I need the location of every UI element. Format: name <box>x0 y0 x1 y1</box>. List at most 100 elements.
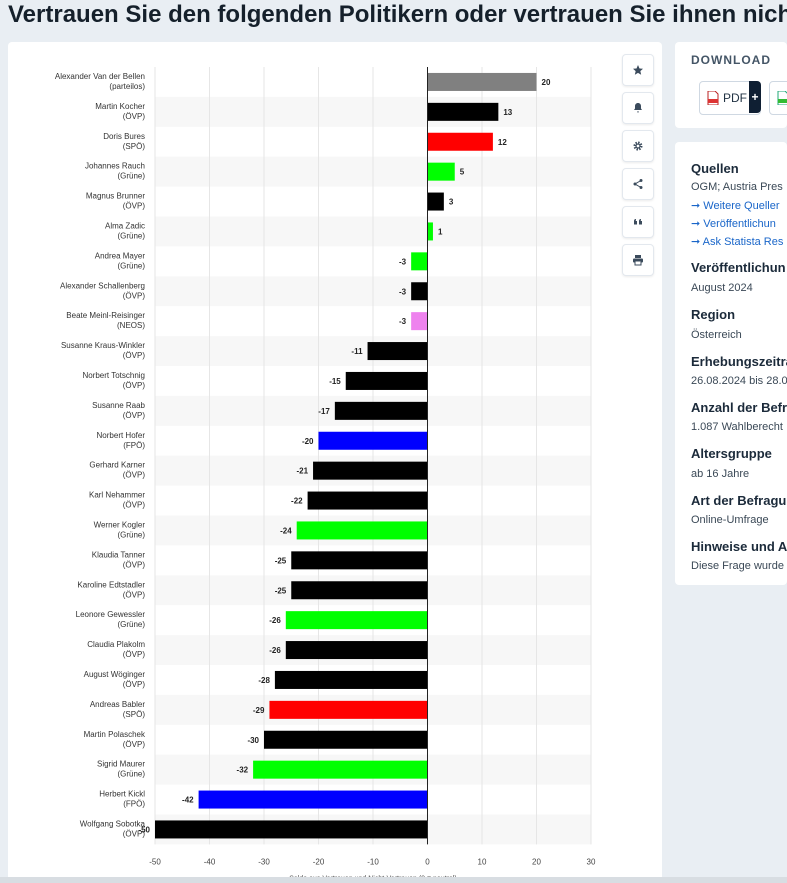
bar[interactable] <box>296 521 428 540</box>
category-party-label: (ÖVP) <box>123 590 146 599</box>
bar[interactable] <box>155 820 428 839</box>
category-party-label: (ÖVP) <box>123 291 146 300</box>
data-label: -30 <box>247 736 259 745</box>
arrow-right-icon: ➞ <box>691 218 704 230</box>
share-button[interactable] <box>622 168 654 200</box>
pdf-plus-icon: + <box>749 81 761 113</box>
category-party-label: (Grüne) <box>117 530 145 539</box>
notification-button[interactable] <box>622 92 654 124</box>
ask-statista-link[interactable]: ➞ Ask Statista Res <box>691 235 783 248</box>
bar[interactable] <box>334 401 428 420</box>
sources-value: OGM; Austria Pres <box>691 181 783 193</box>
category-party-label: (parteilos) <box>109 82 145 91</box>
bar[interactable] <box>285 611 428 630</box>
data-label: -20 <box>302 437 314 446</box>
category-label: Alexander Van der Bellen <box>55 72 145 81</box>
x-tick-label: -20 <box>313 857 325 866</box>
bar[interactable] <box>427 72 537 91</box>
category-label: Martin Kocher <box>95 102 145 111</box>
publication-link-label: Veröffentlichun <box>703 218 776 230</box>
notes-heading: Hinweise und A <box>691 539 787 554</box>
bar[interactable] <box>313 461 428 480</box>
category-party-label: (ÖVP) <box>123 112 146 121</box>
bell-icon <box>634 103 642 113</box>
bar[interactable] <box>318 431 428 450</box>
bar[interactable] <box>285 641 428 660</box>
arrow-right-icon: ➞ <box>691 200 704 212</box>
data-label: 13 <box>503 108 512 117</box>
category-label: Gerhard Karner <box>89 461 145 470</box>
xls-file-icon <box>777 91 787 105</box>
age-group-heading: Altersgruppe <box>691 446 772 461</box>
bar[interactable] <box>427 102 499 121</box>
bar[interactable] <box>291 551 428 570</box>
bar[interactable] <box>274 670 428 689</box>
bar[interactable] <box>198 790 428 809</box>
bar[interactable] <box>411 252 428 271</box>
category-party-label: (Grüne) <box>117 261 145 270</box>
page-title: Vertrauen Sie den folgenden Politikern o… <box>8 1 787 28</box>
bar[interactable] <box>411 282 428 301</box>
bar[interactable] <box>307 491 428 510</box>
data-label: -42 <box>182 796 194 805</box>
print-button[interactable] <box>622 244 654 276</box>
bar[interactable] <box>367 342 428 361</box>
x-tick-label: -40 <box>204 857 216 866</box>
x-tick-label: 10 <box>478 857 487 866</box>
category-label: Beate Meinl-Reisinger <box>66 311 145 320</box>
category-label: Doris Bures <box>103 132 145 141</box>
bar[interactable] <box>269 700 428 719</box>
category-party-label: (ÖVP) <box>123 202 146 211</box>
survey-method-value: Online-Umfrage <box>691 514 769 526</box>
category-party-label: (Grüne) <box>117 231 145 240</box>
respondents-value: 1.087 Wahlberecht <box>691 421 783 433</box>
pdf-download-button[interactable]: PDF + <box>699 81 761 115</box>
category-label: Herbert Kickl <box>99 790 145 799</box>
star-icon <box>633 65 643 75</box>
more-sources-link[interactable]: ➞ Weitere Queller <box>691 199 780 212</box>
data-label: -25 <box>275 556 287 565</box>
bar[interactable] <box>291 581 428 600</box>
category-label: Andreas Babler <box>90 700 145 709</box>
category-label: Klaudia Tanner <box>92 550 146 559</box>
print-icon <box>633 255 643 266</box>
bar[interactable] <box>345 371 428 390</box>
bar[interactable] <box>427 132 493 151</box>
arrow-right-icon: ➞ <box>691 236 703 248</box>
x-tick-label: 30 <box>587 857 596 866</box>
pdf-label: PDF <box>723 91 747 105</box>
download-title: DOWNLOAD <box>691 53 771 67</box>
xls-download-button[interactable] <box>769 81 787 115</box>
data-label: -21 <box>296 467 308 476</box>
data-label: -50 <box>138 825 150 834</box>
gear-icon <box>633 141 643 151</box>
bar[interactable] <box>253 760 428 779</box>
data-label: -3 <box>399 257 407 266</box>
survey-method-heading: Art der Befragu <box>691 493 787 508</box>
publication-link[interactable]: ➞ Veröffentlichun <box>691 217 776 230</box>
bar[interactable] <box>264 730 428 749</box>
category-party-label: (ÖVP) <box>123 650 146 659</box>
bar[interactable] <box>411 312 428 331</box>
category-party-label: (ÖVP) <box>123 680 146 689</box>
category-label: Wolfgang Sobotka <box>80 819 146 828</box>
category-party-label: (ÖVP) <box>123 829 146 838</box>
cite-button[interactable] <box>622 206 654 238</box>
category-label: Susanne Kraus-Winkler <box>61 341 145 350</box>
data-label: 20 <box>542 78 551 87</box>
x-tick-label: 0 <box>425 857 430 866</box>
data-label: -17 <box>318 407 330 416</box>
favorite-button[interactable] <box>622 54 654 86</box>
age-group-value: ab 16 Jahre <box>691 468 750 480</box>
bar[interactable] <box>427 222 433 241</box>
data-label: -24 <box>280 526 292 535</box>
category-party-label: (Grüne) <box>117 770 145 779</box>
bar[interactable] <box>427 192 444 211</box>
data-label: -22 <box>291 497 303 506</box>
data-label: 3 <box>449 198 454 207</box>
publication-heading: Veröffentlichun <box>691 260 786 275</box>
bar[interactable] <box>427 162 455 181</box>
category-party-label: (Grüne) <box>117 172 145 181</box>
category-label: Magnus Brunner <box>86 192 145 201</box>
settings-button[interactable] <box>622 130 654 162</box>
